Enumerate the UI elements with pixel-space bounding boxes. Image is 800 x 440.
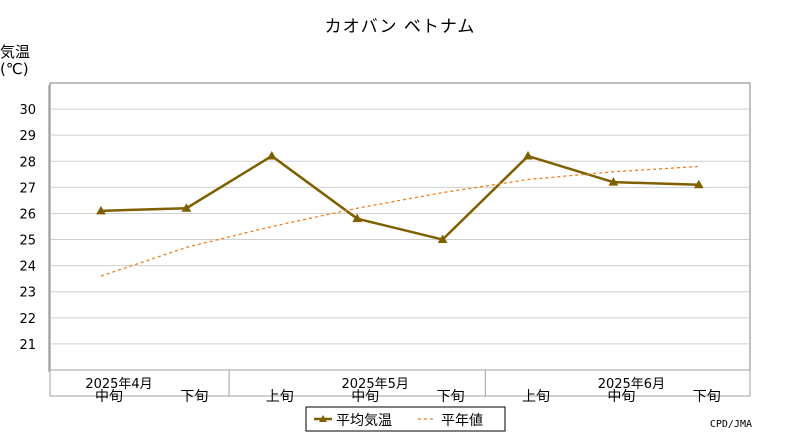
- x-period-label: 上旬: [522, 389, 550, 405]
- legend-box: [305, 406, 506, 432]
- x-axis-band: [49, 369, 751, 397]
- legend-marker-average: [319, 415, 327, 422]
- y-axis-unit: (℃): [0, 60, 29, 78]
- chart-title: カオバン ベトナム: [324, 17, 476, 37]
- x-period-label: 下旬: [180, 389, 208, 405]
- series-line-average: [100, 154, 699, 241]
- x-month-label: 2025年5月: [342, 377, 409, 392]
- y-tick-label: 28: [19, 155, 36, 170]
- x-month-label: 2025年4月: [85, 377, 152, 392]
- data-point: [608, 177, 619, 186]
- y-tick-label: 27: [19, 181, 36, 196]
- series-line-normal: [100, 165, 699, 277]
- data-point: [523, 151, 533, 160]
- legend-label-normal: 平年値: [441, 413, 483, 429]
- x-period-label: 中旬: [607, 389, 635, 405]
- y-tick-label: 30: [19, 103, 36, 118]
- data-point: [352, 213, 363, 223]
- data-point: [266, 151, 277, 160]
- legend-label-average: 平均気温: [336, 413, 392, 429]
- plot-area: [49, 82, 751, 371]
- data-point: [96, 205, 106, 215]
- x-period-label: 下旬: [437, 389, 465, 405]
- data-point: [181, 203, 192, 212]
- data-point: [693, 179, 704, 189]
- y-tick-label: 29: [19, 129, 36, 144]
- x-period-label: 中旬: [95, 389, 123, 405]
- y-tick-label: 26: [19, 207, 36, 222]
- credit-label: CPD/JMA: [709, 419, 752, 430]
- x-period-label: 中旬: [351, 389, 379, 405]
- x-period-label: 上旬: [266, 389, 294, 405]
- y-tick-label: 22: [19, 312, 36, 327]
- legend: 平均気温 平年値: [305, 406, 506, 432]
- y-tick-label: 24: [19, 260, 36, 275]
- x-month-label: 2025年6月: [598, 377, 665, 392]
- y-tick-label: 23: [19, 286, 36, 301]
- x-period-label: 下旬: [693, 389, 721, 405]
- data-point: [437, 234, 448, 244]
- y-tick-label: 25: [19, 234, 36, 249]
- y-axis-title: 気温: [0, 43, 31, 61]
- y-tick-label: 21: [19, 338, 36, 353]
- y-axis-label: 気温 (℃): [0, 44, 42, 78]
